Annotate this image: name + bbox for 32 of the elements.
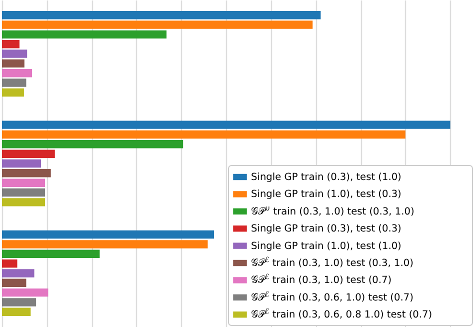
bar — [2, 59, 24, 68]
legend-label: 𝒢𝒫$^{∪}$ train (0.3, 1.0) test (0.3, 1.0) — [251, 204, 414, 218]
bar — [2, 10, 321, 20]
bar — [2, 178, 46, 187]
bar — [2, 69, 32, 78]
bar — [2, 269, 34, 278]
legend-label: Single GP train (1.0), test (1.0) — [251, 240, 402, 252]
bar — [2, 240, 208, 248]
bar — [2, 259, 18, 268]
bar — [2, 298, 36, 306]
bar — [2, 198, 46, 206]
bar — [2, 30, 167, 39]
bar — [2, 20, 313, 29]
bar — [2, 188, 46, 197]
bar — [2, 78, 26, 87]
bar — [2, 308, 31, 316]
bar — [2, 230, 214, 239]
bar — [2, 278, 26, 288]
bar — [2, 288, 48, 297]
legend-label: Single GP train (0.3), test (0.3) — [251, 224, 402, 235]
bar — [2, 250, 100, 258]
bar — [2, 130, 406, 139]
legend-label: Single GP train (0.3), test (1.0) — [251, 172, 402, 183]
bar — [2, 40, 20, 48]
bar — [2, 140, 184, 148]
bar — [2, 50, 28, 58]
bar — [2, 150, 55, 158]
bar — [2, 88, 24, 97]
bar — [2, 159, 41, 168]
bar — [2, 169, 51, 178]
legend-label: Single GP train (1.0), test (0.3) — [251, 189, 402, 200]
bar — [2, 120, 450, 129]
